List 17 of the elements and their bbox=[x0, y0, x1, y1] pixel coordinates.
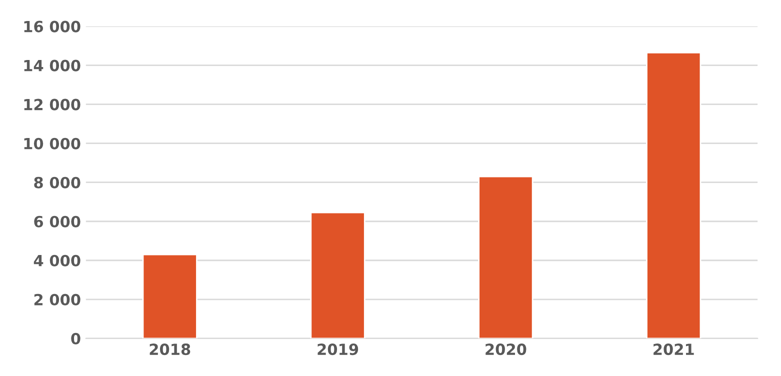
bar bbox=[646, 52, 702, 338]
y-tick-label: 10 000 bbox=[24, 138, 80, 150]
bar bbox=[310, 212, 366, 338]
x-tick-label: 2018 bbox=[150, 344, 190, 356]
bar bbox=[142, 254, 198, 338]
y-tick-label: 0 bbox=[71, 332, 80, 344]
y-tick-label: 16 000 bbox=[24, 20, 80, 32]
y-tick-label: 8 000 bbox=[34, 176, 80, 188]
bar bbox=[478, 176, 534, 338]
x-tick-label: 2020 bbox=[486, 344, 526, 356]
x-tick-label: 2019 bbox=[318, 344, 358, 356]
y-tick-label: 6 000 bbox=[34, 216, 80, 228]
y-tick-label: 12 000 bbox=[24, 98, 80, 110]
y-tick-label: 14 000 bbox=[24, 60, 80, 72]
x-tick-label: 2021 bbox=[654, 344, 694, 356]
y-tick-label: 2 000 bbox=[34, 294, 80, 306]
y-tick-label: 4 000 bbox=[34, 254, 80, 266]
